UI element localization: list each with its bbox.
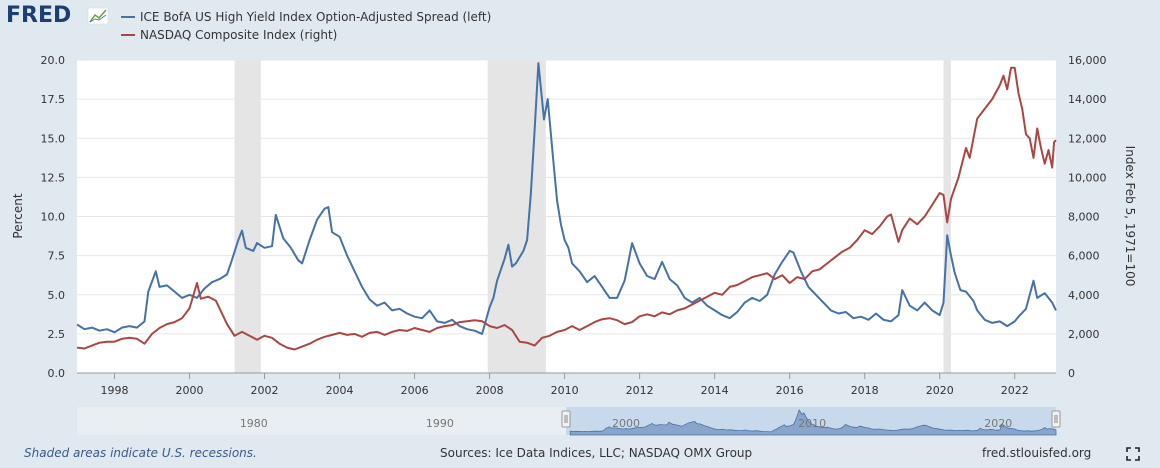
- navigator-right-handle[interactable]: [1051, 410, 1061, 428]
- fred-logo-icon: [87, 7, 109, 25]
- fullscreen-icon[interactable]: [1126, 447, 1140, 461]
- navigator-tick-label: 1980: [240, 417, 268, 430]
- legend-label-0[interactable]: ICE BofA US High Yield Index Option-Adju…: [140, 10, 491, 24]
- legend-label-1[interactable]: NASDAQ Composite Index (right): [140, 28, 337, 42]
- navigator-ticks: 1980 1990 2000 2010 2020: [240, 417, 1012, 430]
- x-tick-label: 2020: [926, 384, 954, 397]
- left-tick-label: 12.5: [41, 171, 66, 184]
- x-tick-label: 2016: [776, 384, 804, 397]
- right-axis-title: Index Feb 5, 1971=100: [1123, 146, 1137, 287]
- left-tick-label: 10.0: [41, 211, 66, 224]
- x-tick-label: 2014: [701, 384, 729, 397]
- navigator-tick-label: 2010: [798, 417, 826, 430]
- right-tick-label: 2,000: [1068, 328, 1100, 341]
- gridlines: [77, 59, 1056, 374]
- x-axis-ticks: 1998 2000 2002 2004 2006 2008 2010 2012 2014 2016…: [101, 373, 1029, 397]
- right-tick-label: 0: [1068, 367, 1075, 380]
- right-tick-label: 12,000: [1068, 132, 1107, 145]
- right-tick-label: 14,000: [1068, 93, 1107, 106]
- right-tick-label: 8,000: [1068, 211, 1100, 224]
- navigator-tick-label: 2020: [984, 417, 1012, 430]
- x-tick-label: 2008: [476, 384, 504, 397]
- x-tick-label: 2012: [626, 384, 654, 397]
- left-axis-title: Percent: [11, 193, 25, 238]
- fred-logo[interactable]: FRED: [6, 3, 109, 28]
- legend: ICE BofA US High Yield Index Option-Adju…: [121, 10, 491, 42]
- range-navigator[interactable]: 1980 1990 2000 2010 2020: [77, 407, 1061, 436]
- navigator-tick-label: 2000: [612, 417, 640, 430]
- site-link[interactable]: fred.stlouisfed.org: [982, 446, 1092, 460]
- left-tick-label: 17.5: [41, 93, 66, 106]
- series-line-1[interactable]: [76, 66, 1057, 351]
- series-lines: [76, 62, 1057, 351]
- sources-text: Sources: Ice Data Indices, LLC; NASDAQ O…: [440, 446, 753, 460]
- recession-note: Shaded areas indicate U.S. recessions.: [24, 446, 257, 460]
- left-tick-label: 20.0: [41, 54, 66, 67]
- right-axis-ticks: 0 2,000 4,000 6,000 8,000 10,000 12,000 14,000 1…: [1068, 54, 1107, 380]
- x-tick-label: 2010: [551, 384, 579, 397]
- fred-logo-text: FRED: [6, 3, 71, 28]
- x-tick-label: 2000: [176, 384, 204, 397]
- left-tick-label: 0.0: [48, 367, 66, 380]
- right-tick-label: 10,000: [1068, 171, 1107, 184]
- series-line-0[interactable]: [76, 62, 1057, 335]
- left-tick-label: 15.0: [41, 132, 66, 145]
- x-tick-label: 2022: [1001, 384, 1029, 397]
- x-tick-label: 2002: [251, 384, 279, 397]
- navigator-left-handle[interactable]: [561, 410, 571, 428]
- left-tick-label: 7.5: [48, 250, 66, 263]
- x-tick-label: 2006: [401, 384, 429, 397]
- left-axis-ticks: 0.0 2.5 5.0 7.5 10.0 12.5 15.0 17.5 20.0: [41, 54, 66, 380]
- left-tick-label: 5.0: [48, 289, 66, 302]
- x-tick-label: 2004: [326, 384, 354, 397]
- navigator-tick-label: 1990: [426, 417, 454, 430]
- right-tick-label: 6,000: [1068, 250, 1100, 263]
- left-tick-label: 2.5: [48, 328, 66, 341]
- navigator-series-area: [569, 409, 1057, 436]
- x-tick-label: 2018: [851, 384, 879, 397]
- right-tick-label: 16,000: [1068, 54, 1107, 67]
- right-tick-label: 4,000: [1068, 289, 1100, 302]
- x-tick-label: 1998: [101, 384, 129, 397]
